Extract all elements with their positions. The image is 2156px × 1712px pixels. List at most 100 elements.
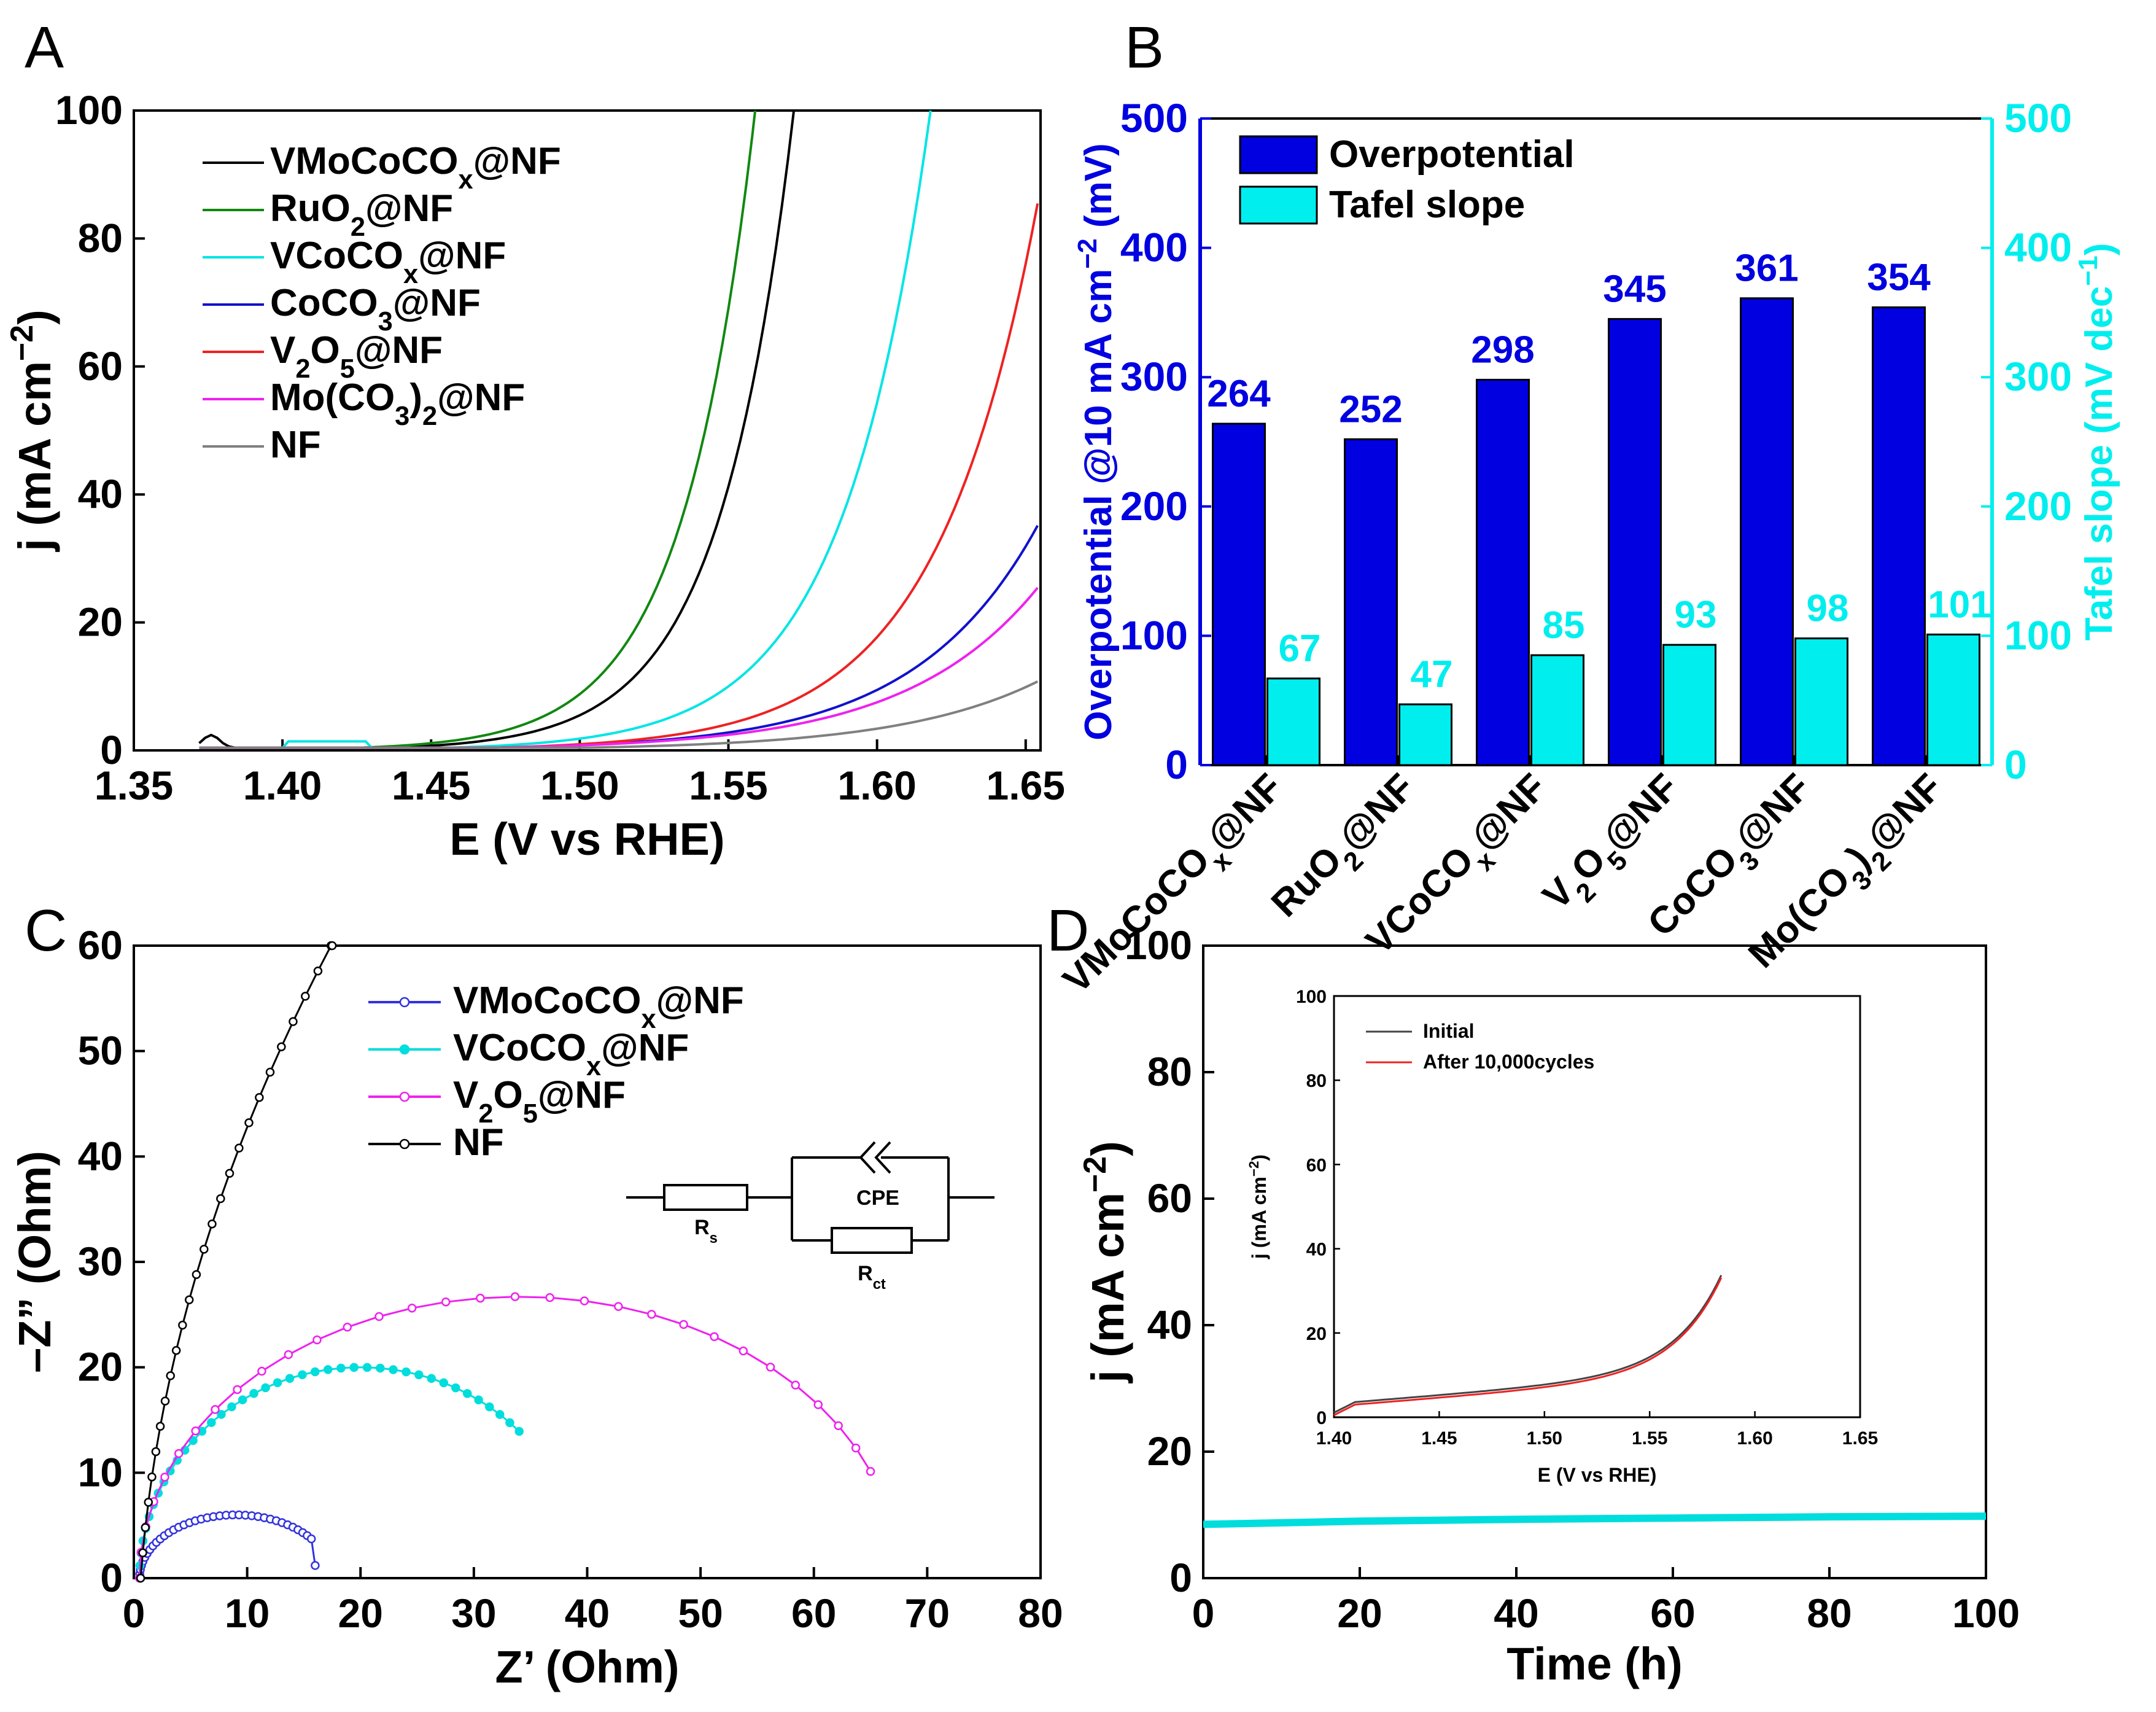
text-run: @NF — [473, 140, 561, 182]
data-point — [834, 1421, 843, 1431]
panel-d-chart: 0 20 40 60 80 100 0 20 40 60 80 100 Time (h) j (mA cm… — [1077, 922, 2020, 1689]
data-point — [147, 1472, 157, 1482]
x-tick-label: 100 — [1952, 1590, 2020, 1636]
text-run: CoCO — [270, 282, 378, 324]
legend-label: NF — [453, 1121, 504, 1164]
resistor-rct — [831, 1227, 913, 1254]
x-tick-label: 40 — [1494, 1590, 1538, 1636]
data-point — [866, 1467, 875, 1476]
data-point — [151, 1447, 161, 1457]
data-point — [474, 1395, 483, 1405]
y-left-tick-label: 200 — [1120, 483, 1188, 529]
panel-letter-d: D — [1047, 898, 1089, 963]
bar-overpotential — [1212, 422, 1266, 766]
x-tick-label: 70 — [905, 1590, 950, 1636]
data-point — [136, 1573, 145, 1583]
data-point — [343, 1323, 352, 1332]
text-run: @NF — [1198, 766, 1290, 858]
x-tick-label: 1.55 — [689, 763, 767, 808]
data-point — [376, 1363, 385, 1373]
bar-value-label: 67 — [1279, 628, 1321, 670]
y-tick-label: 20 — [78, 1344, 123, 1390]
bar-value-label: 47 — [1411, 653, 1453, 696]
legend-marker — [399, 1138, 410, 1150]
inset-x-axis-title: E (V vs RHE) — [1538, 1464, 1657, 1486]
y-tick-label: 0 — [1169, 1555, 1192, 1600]
data-point — [710, 1332, 719, 1342]
text-run: NF — [453, 1121, 504, 1164]
legend-label: V2O5@NF — [270, 329, 443, 384]
text-run: x — [586, 1052, 601, 1081]
data-point — [138, 1548, 147, 1558]
legend-label: VMoCoCOx@NF — [453, 979, 744, 1034]
data-point — [166, 1371, 175, 1380]
data-point — [514, 1426, 524, 1436]
text-run: @NF — [1330, 766, 1422, 858]
bar-tafel — [1398, 703, 1452, 766]
series-line-6 — [199, 586, 1039, 749]
inset-legend-label: After 10,000cycles — [1423, 1051, 1594, 1073]
bar-tafel — [1266, 677, 1320, 766]
x-tick-label: 10 — [225, 1590, 270, 1636]
text-run: VMoCoCO — [453, 979, 642, 1022]
text-run: @NF — [355, 329, 443, 372]
y-tick-label: 100 — [55, 87, 123, 133]
y-tick-label: 60 — [78, 922, 123, 968]
text-run: −2 — [4, 325, 39, 361]
y-tick-label: 40 — [78, 471, 123, 516]
panel-a-frame — [133, 109, 1042, 752]
legend-marker — [399, 1044, 410, 1055]
data-point — [235, 1143, 244, 1153]
x-tick-label: 1.45 — [392, 763, 470, 808]
text-run: 3 — [378, 307, 393, 337]
y-left-tick-label: 500 — [1120, 95, 1188, 141]
x-tick-label: 0 — [1192, 1590, 1215, 1636]
data-point — [249, 1389, 258, 1398]
data-point — [207, 1219, 217, 1229]
text-run: Mo(CO — [1740, 858, 1858, 976]
data-point — [614, 1302, 623, 1311]
text-run: 2 — [295, 354, 310, 384]
text-run: R — [858, 1262, 873, 1285]
y-tick-label: 40 — [78, 1133, 123, 1178]
series-line-2 — [138, 1366, 520, 1579]
legend-label: Tafel slope — [1329, 184, 1525, 226]
text-run: V — [270, 329, 295, 372]
text-run: O — [494, 1074, 523, 1116]
data-point — [216, 1194, 225, 1204]
text-run: Overpotential @10 mA cm — [1077, 269, 1120, 741]
data-point — [255, 1092, 264, 1102]
data-point — [155, 1422, 165, 1431]
y-tick-label: 20 — [1147, 1428, 1192, 1474]
x-tick-label: 1.60 — [837, 763, 916, 808]
panel-a-chart: 1.35 1.40 1.45 1.50 1.55 1.60 1.65 0 20 40 60 80 100… — [4, 87, 1065, 865]
x-axis-title: Z’ (Ohm) — [495, 1641, 679, 1692]
text-run: @NF — [538, 1074, 626, 1116]
series-line-3 — [199, 110, 932, 749]
data-point — [313, 966, 323, 976]
data-point — [217, 1410, 226, 1419]
x-tick-label: 20 — [1337, 1590, 1382, 1636]
data-point — [495, 1410, 505, 1419]
legend-label: VCoCOx@NF — [270, 235, 506, 289]
data-point — [192, 1270, 201, 1279]
data-point — [407, 1304, 417, 1313]
inset-legend-label: Initial — [1423, 1020, 1475, 1042]
text-run: @NF — [1594, 766, 1686, 858]
bar-value-label: 264 — [1207, 373, 1271, 415]
inset-y-tick-label: 80 — [1306, 1071, 1327, 1091]
bar-value-label: 298 — [1471, 329, 1534, 371]
text-run: VCoCO — [1358, 838, 1482, 962]
text-run: x — [403, 260, 418, 289]
inset-x-tick-label: 1.45 — [1421, 1428, 1457, 1449]
legend-label: CoCO3@NF — [270, 282, 481, 337]
panel-d-frame — [1202, 944, 1987, 1579]
text-run: j (mA cm — [9, 361, 60, 553]
data-point — [647, 1310, 656, 1319]
text-run: O — [311, 329, 340, 372]
legend-label: V2O5@NF — [453, 1074, 626, 1129]
inset-x-tick-label: 1.55 — [1632, 1428, 1667, 1449]
y-axis-title: j (mA cm−2) — [4, 309, 60, 553]
text-run: 3 — [395, 402, 409, 431]
